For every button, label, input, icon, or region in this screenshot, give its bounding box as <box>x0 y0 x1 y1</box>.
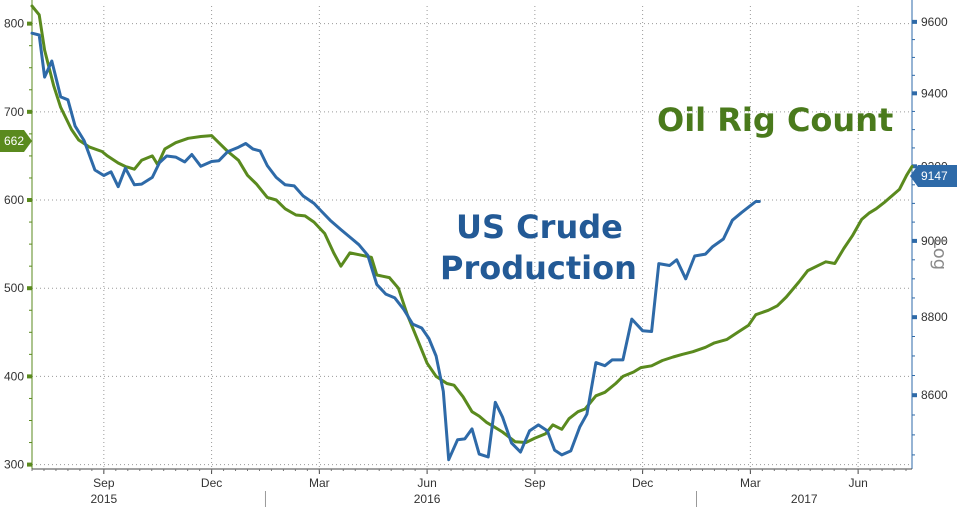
right-tick-mark <box>912 164 917 169</box>
right-tick-label: 9000 <box>921 234 948 248</box>
x-tick-label: Mar <box>309 476 330 490</box>
left-tick-label: 700 <box>4 105 24 119</box>
left-tick-mark <box>27 198 32 203</box>
left-tick-label: 800 <box>4 17 24 31</box>
right-tick-label: 8800 <box>921 310 948 324</box>
us-crude-annotation-line1: US Crude <box>456 208 623 246</box>
x-tick-label: Dec <box>201 476 222 490</box>
year-label: 2015 <box>90 492 117 506</box>
right-tick-mark <box>912 238 917 243</box>
left-tick-label: 300 <box>4 458 24 472</box>
axes: 3004005006007008008600880090009200940096… <box>4 0 948 507</box>
oil-last-value-badge: 662 <box>0 130 32 152</box>
series-layer <box>30 4 914 462</box>
right-tick-label: 9600 <box>921 15 948 29</box>
right-tick-mark <box>912 393 917 398</box>
x-tick-label: Jun <box>848 476 867 490</box>
right-tick-mark <box>912 315 917 320</box>
left-tick-mark <box>27 374 32 379</box>
x-tick-label: Sep <box>93 476 115 490</box>
left-tick-label: 400 <box>4 369 24 383</box>
oil-rig-count-annotation: Oil Rig Count <box>657 101 893 139</box>
left-tick-mark <box>27 21 32 26</box>
left-tick-label: 500 <box>4 281 24 295</box>
us-last-value-text: 9147 <box>921 169 948 183</box>
right-tick-mark <box>912 91 917 96</box>
left-tick-mark <box>27 286 32 291</box>
right-tick-label: 8600 <box>921 388 948 402</box>
oil-series-line <box>30 4 914 444</box>
left-tick-mark <box>27 109 32 114</box>
right-tick-mark <box>912 19 917 24</box>
year-label: 2016 <box>414 492 441 506</box>
year-label: 2017 <box>791 492 818 506</box>
x-tick-label: Sep <box>524 476 546 490</box>
left-tick-mark <box>27 462 32 467</box>
us-crude-annotation-line2: Production <box>440 249 637 287</box>
x-tick-label: Dec <box>632 476 653 490</box>
right-tick-label: 9400 <box>921 86 948 100</box>
oil-last-value-text: 662 <box>4 134 24 148</box>
us-series-line <box>30 31 761 462</box>
grid <box>32 6 912 469</box>
x-tick-label: Mar <box>740 476 761 490</box>
right-axis-scale-label: Log <box>929 238 950 270</box>
left-tick-label: 600 <box>4 193 24 207</box>
us-last-value-badge: 9147 <box>910 165 957 187</box>
x-tick-label: Jun <box>417 476 436 490</box>
